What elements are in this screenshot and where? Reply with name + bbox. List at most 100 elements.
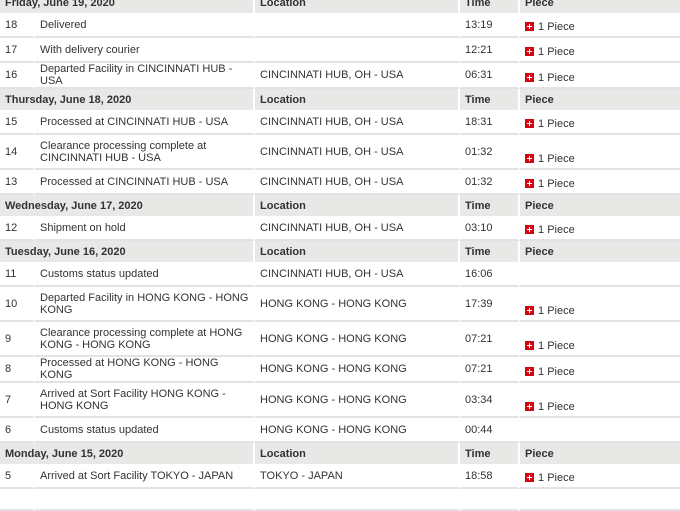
- piece-label: 1 Piece: [538, 118, 575, 130]
- event-row: 17 With delivery courier 12:21 1 Piece: [0, 38, 680, 63]
- event-piece: 1 Piece: [520, 110, 680, 135]
- event-description: Shipment on hold: [35, 216, 256, 241]
- piece-details-link[interactable]: 1 Piece: [525, 118, 575, 130]
- piece-details-link[interactable]: 1 Piece: [525, 472, 575, 484]
- event-description: Delivered: [35, 13, 256, 38]
- expand-plus-icon[interactable]: [525, 402, 535, 411]
- location-header: Location: [255, 241, 461, 262]
- event-number: 11: [0, 262, 35, 287]
- event-number: 16: [0, 63, 35, 89]
- date-header: Tuesday, June 16, 2020: [0, 241, 256, 262]
- event-piece: 1 Piece: [520, 357, 680, 383]
- event-description: Customs status updated: [35, 418, 256, 443]
- event-description: Departed Facility in CINCINNATI HUB - US…: [35, 63, 256, 89]
- event-row: 16 Departed Facility in CINCINNATI HUB - …: [0, 63, 680, 89]
- event-description: Processed at CINCINNATI HUB - USA: [35, 170, 256, 195]
- event-number: 6: [0, 418, 35, 443]
- event-location: TOKYO - JAPAN: [255, 464, 461, 489]
- event-time: 06:31: [460, 63, 521, 89]
- expand-plus-icon[interactable]: [525, 73, 535, 82]
- piece-header: Piece: [520, 0, 680, 13]
- event-row: 11 Customs status updated CINCINNATI HUB, …: [0, 262, 680, 287]
- piece-label: 1 Piece: [538, 72, 575, 84]
- piece-details-link[interactable]: 1 Piece: [525, 224, 575, 236]
- event-piece: 1 Piece: [520, 216, 680, 241]
- event-piece: 1 Piece: [520, 170, 680, 195]
- event-description: Arrived at Sort Facility HONG KONG - HON…: [35, 383, 256, 418]
- location-header: Location: [255, 0, 461, 13]
- event-number: 17: [0, 38, 35, 63]
- event-number: 9: [0, 322, 35, 357]
- piece-details-link[interactable]: 1 Piece: [525, 340, 575, 352]
- expand-plus-icon[interactable]: [525, 473, 535, 482]
- event-description: Customs status updated: [35, 262, 256, 287]
- event-cell: [520, 489, 680, 511]
- event-time: 03:34: [460, 383, 521, 418]
- date-header-row: Wednesday, June 17, 2020 Location Time Piec…: [0, 195, 680, 216]
- piece-label: 1 Piece: [538, 46, 575, 58]
- event-row: 10 Departed Facility in HONG KONG - HONG …: [0, 287, 680, 322]
- expand-plus-icon[interactable]: [525, 154, 535, 163]
- piece-details-link[interactable]: 1 Piece: [525, 366, 575, 378]
- event-time: 01:32: [460, 170, 521, 195]
- event-piece: 1 Piece: [520, 287, 680, 322]
- event-time: 18:58: [460, 464, 521, 489]
- piece-details-link[interactable]: 1 Piece: [525, 178, 575, 190]
- event-time: 12:21: [460, 38, 521, 63]
- event-row: 5 Arrived at Sort Facility TOKYO - JAPAN T…: [0, 464, 680, 489]
- event-row: [0, 489, 680, 511]
- event-time: 00:44: [460, 418, 521, 443]
- expand-plus-icon[interactable]: [525, 225, 535, 234]
- piece-details-link[interactable]: 1 Piece: [525, 46, 575, 58]
- event-number: 8: [0, 357, 35, 383]
- expand-plus-icon[interactable]: [525, 341, 535, 350]
- event-location: CINCINNATI HUB, OH - USA: [255, 262, 461, 287]
- event-row: 12 Shipment on hold CINCINNATI HUB, OH - U…: [0, 216, 680, 241]
- date-header-row: Tuesday, June 16, 2020 Location Time Piece: [0, 241, 680, 262]
- event-cell: [255, 489, 461, 511]
- piece-details-link[interactable]: 1 Piece: [525, 72, 575, 84]
- expand-plus-icon[interactable]: [525, 306, 535, 315]
- event-description: Processed at CINCINNATI HUB - USA: [35, 110, 256, 135]
- event-piece: 1 Piece: [520, 383, 680, 418]
- piece-label: 1 Piece: [538, 224, 575, 236]
- date-header: Monday, June 15, 2020: [0, 443, 256, 464]
- piece-label: 1 Piece: [538, 21, 575, 33]
- time-header: Time: [460, 241, 521, 262]
- event-description: Departed Facility in HONG KONG - HONG KO…: [35, 287, 256, 322]
- expand-plus-icon[interactable]: [525, 179, 535, 188]
- event-piece: 1 Piece: [520, 63, 680, 89]
- expand-plus-icon[interactable]: [525, 22, 535, 31]
- expand-plus-icon[interactable]: [525, 119, 535, 128]
- expand-plus-icon[interactable]: [525, 367, 535, 376]
- time-header: Time: [460, 443, 521, 464]
- event-time: 18:31: [460, 110, 521, 135]
- expand-plus-icon[interactable]: [525, 47, 535, 56]
- piece-label: 1 Piece: [538, 340, 575, 352]
- event-row: 8 Processed at HONG KONG - HONG KONG HONG …: [0, 357, 680, 383]
- piece-header: Piece: [520, 443, 680, 464]
- event-time: 03:10: [460, 216, 521, 241]
- event-location: [255, 13, 461, 38]
- time-header: Time: [460, 89, 521, 110]
- event-piece: 1 Piece: [520, 464, 680, 489]
- event-location: HONG KONG - HONG KONG: [255, 357, 461, 383]
- event-row: 18 Delivered 13:19 1 Piece: [0, 13, 680, 38]
- piece-header: Piece: [520, 89, 680, 110]
- date-header: Wednesday, June 17, 2020: [0, 195, 256, 216]
- event-number: 5: [0, 464, 35, 489]
- event-row: 13 Processed at CINCINNATI HUB - USA CINCI…: [0, 170, 680, 195]
- piece-label: 1 Piece: [538, 401, 575, 413]
- event-piece: 1 Piece: [520, 135, 680, 170]
- piece-details-link[interactable]: 1 Piece: [525, 21, 575, 33]
- event-location: [255, 38, 461, 63]
- location-header: Location: [255, 89, 461, 110]
- event-location: CINCINNATI HUB, OH - USA: [255, 135, 461, 170]
- piece-details-link[interactable]: 1 Piece: [525, 305, 575, 317]
- event-cell: [460, 489, 521, 511]
- time-header: Time: [460, 0, 521, 13]
- event-row: 15 Processed at CINCINNATI HUB - USA CINCI…: [0, 110, 680, 135]
- piece-details-link[interactable]: 1 Piece: [525, 401, 575, 413]
- piece-details-link[interactable]: 1 Piece: [525, 153, 575, 165]
